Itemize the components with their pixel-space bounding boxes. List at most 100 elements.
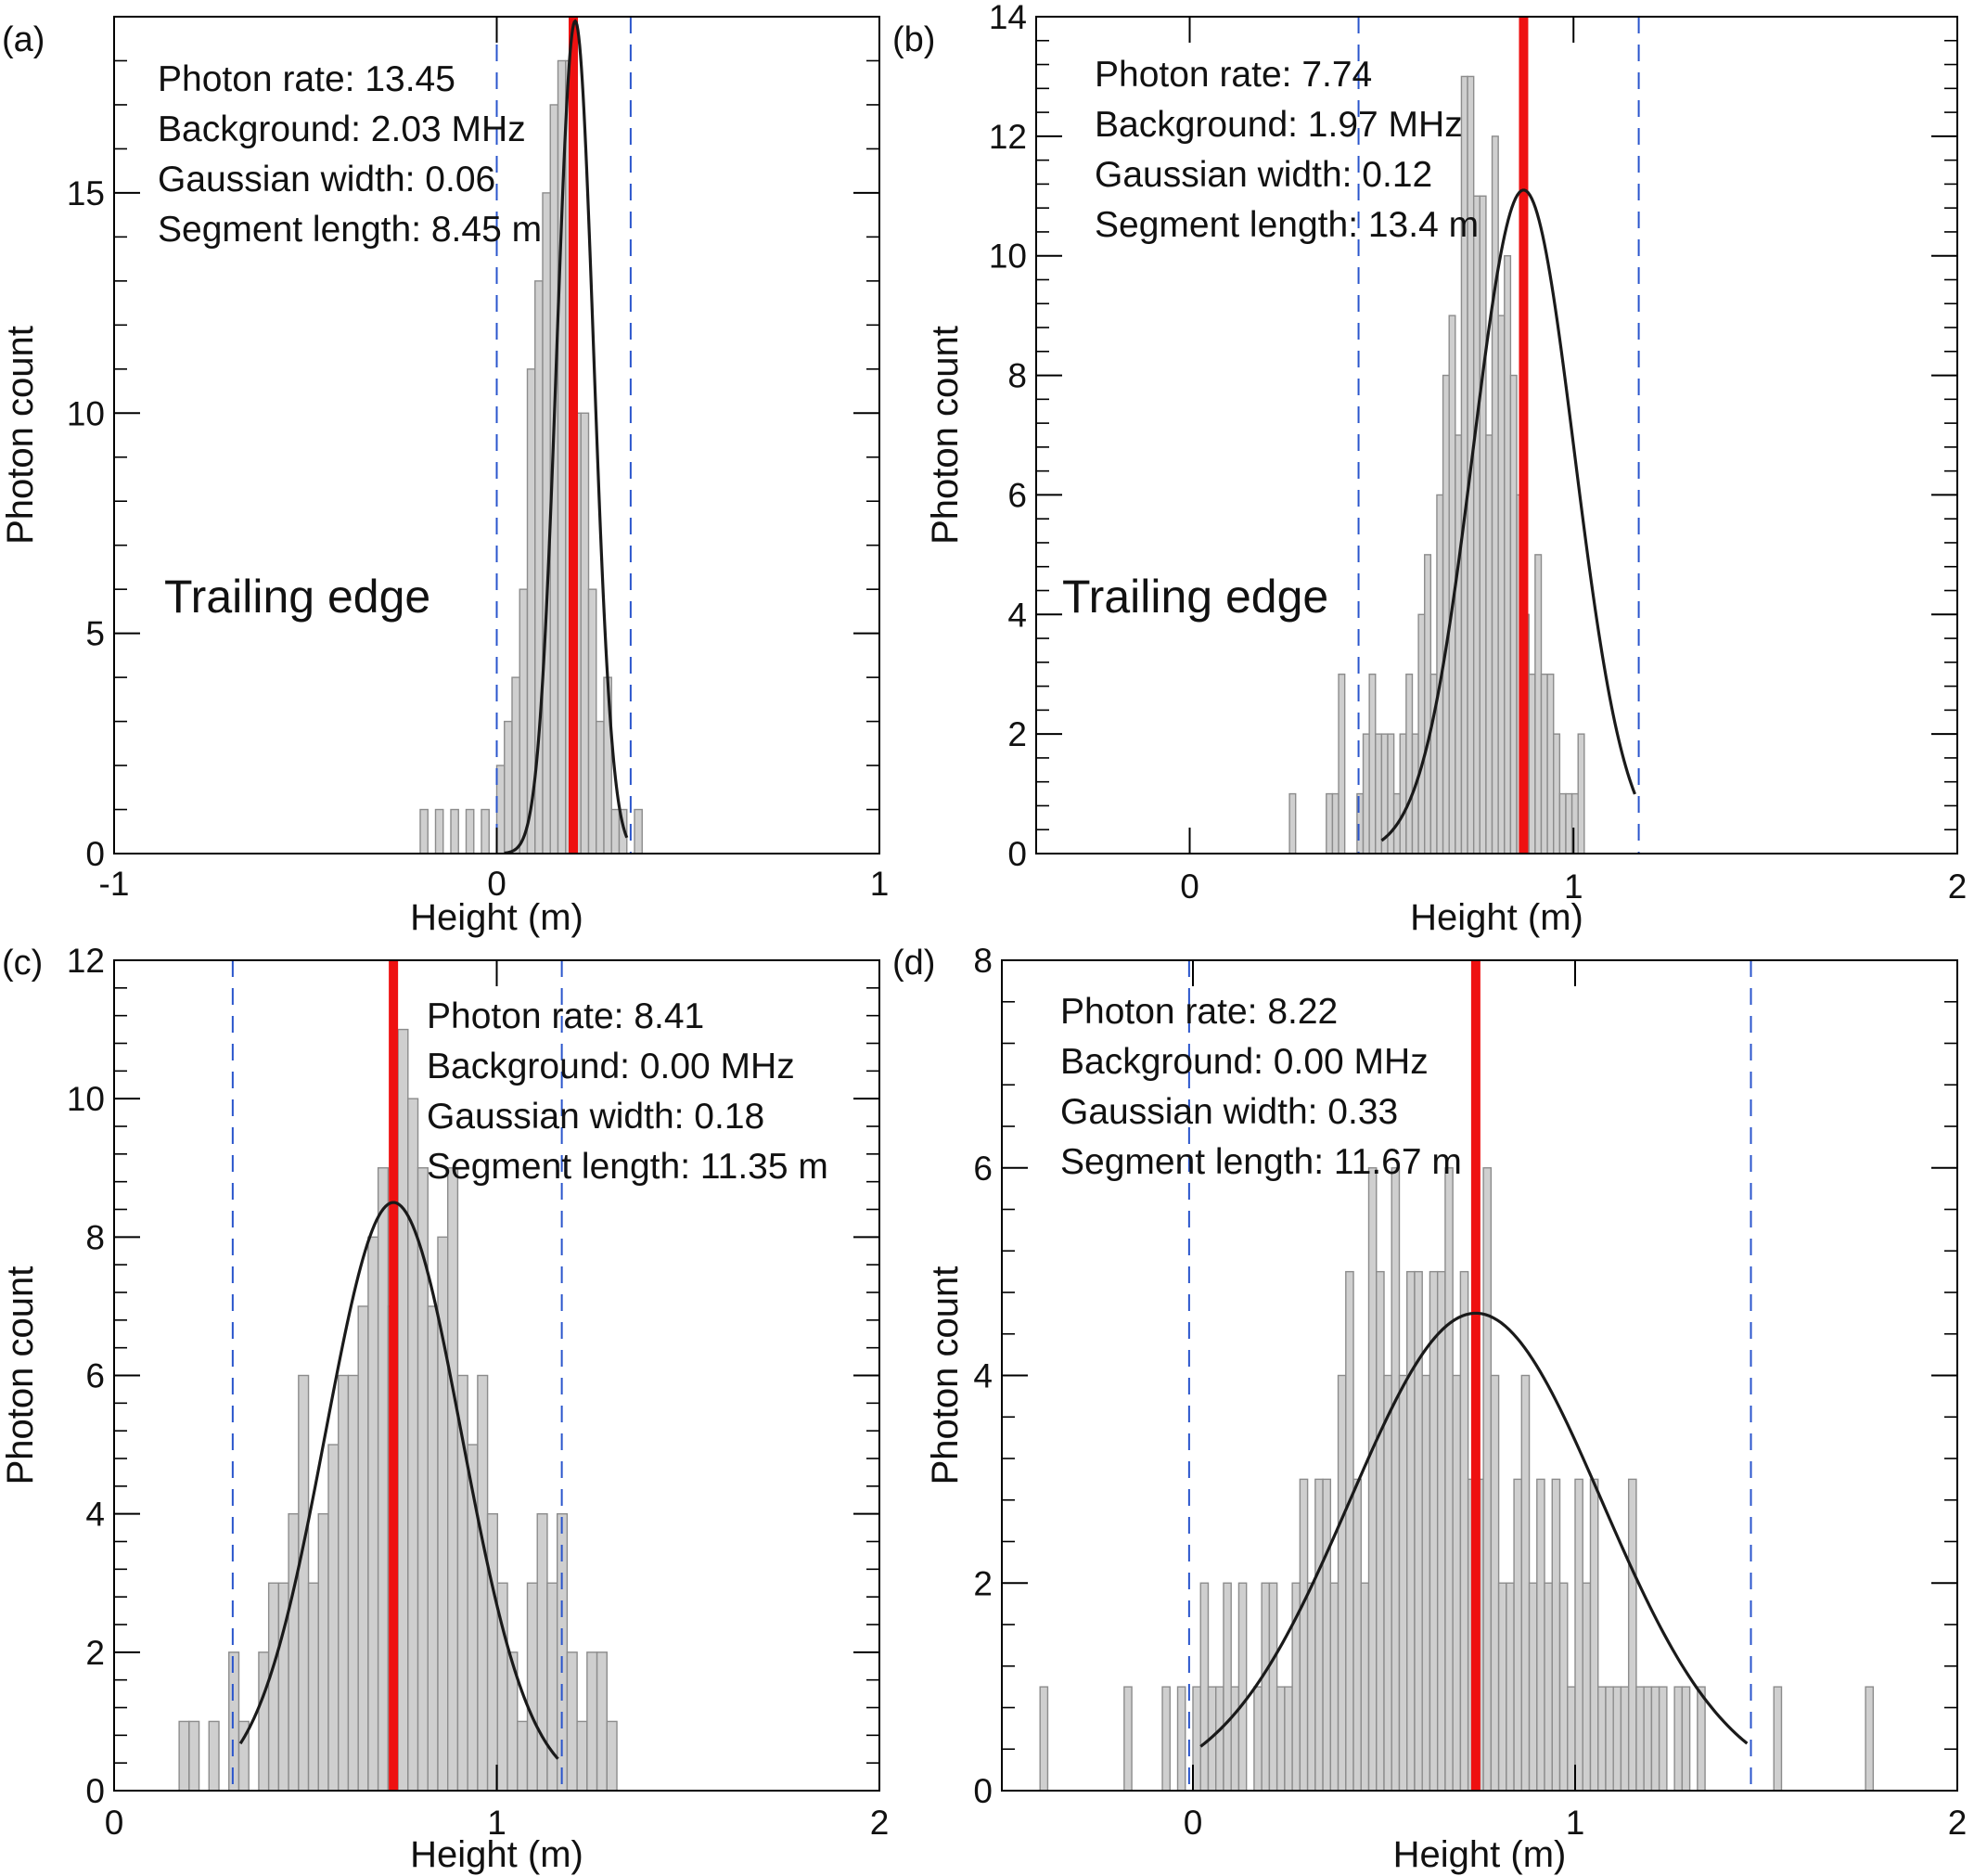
histogram-bar [1544,1582,1553,1792]
histogram-bar [596,720,605,854]
histogram-bar [1504,255,1512,854]
histogram-bar [347,1374,359,1792]
histogram-bar [495,765,506,854]
histogram-bar [1360,1582,1370,1792]
histogram-bar [1405,674,1414,854]
histogram-bar [258,1651,270,1792]
histogram-bar [1161,1686,1171,1792]
histogram-bar [1865,1686,1875,1792]
histogram-bar [298,1374,310,1792]
y-tick-label: 0 [1007,835,1027,873]
histogram-bar [1491,135,1499,854]
histogram-bar [327,1444,340,1792]
y-tick-label: 12 [989,118,1027,156]
info-line: Segment length: 8.45 m [158,210,542,250]
x-tick-label: 1 [1566,1804,1585,1842]
histogram-bar [1223,1582,1232,1792]
gaussian-fit-curve [1380,188,1636,842]
histogram-bar [1436,1270,1446,1792]
x-tick-label: -1 [99,865,130,903]
histogram-bar [1513,1478,1523,1792]
histogram-bar [1429,1270,1439,1792]
y-tick-label: 2 [973,1564,993,1602]
histogram-bar [450,808,459,854]
info-line: Gaussian width: 0.33 [1060,1092,1398,1132]
info-line: Segment length: 11.67 m [1060,1142,1462,1182]
info-line: Photon rate: 13.45 [158,59,455,99]
histogram-bar [427,1305,439,1792]
histogram-bar [1650,1686,1660,1792]
histogram-bar [1460,75,1468,854]
x-tick-label: 0 [1180,867,1199,906]
x-tick-label: 1 [870,865,890,903]
histogram-bar [481,808,490,854]
histogram-bar [1399,733,1407,854]
histogram-bars [1039,1167,1875,1792]
histogram-bar [1509,374,1518,854]
x-tick-label: 2 [1948,1804,1968,1842]
histogram-bar [1414,1270,1423,1792]
histogram-bar [447,1167,459,1792]
x-tick-label: 0 [105,1804,124,1842]
y-tick-label: 4 [85,1496,105,1534]
histogram-bar [1577,733,1585,854]
histogram-bar [1551,1478,1561,1792]
histogram-bar [1230,1686,1240,1792]
histogram-bar [1452,1374,1462,1792]
histogram-bar [1424,554,1432,854]
histogram-bar [465,808,475,854]
histogram-bar [1643,1686,1653,1792]
x-axis-label: Height (m) [1393,1834,1567,1875]
histogram-bar [1039,1686,1049,1792]
histogram-bar [1612,1686,1622,1792]
y-tick-label: 6 [85,1357,105,1395]
histogram-bar [1558,1582,1569,1792]
histogram-bar [634,808,643,854]
histogram-bar [1215,1686,1224,1792]
info-line: Photon rate: 7.74 [1095,55,1372,95]
histogram-bar [1288,792,1297,854]
axes-frame [1035,16,1958,854]
histogram-bar [288,1512,300,1792]
histogram-bar [1536,1478,1545,1792]
histogram-bar [434,808,444,854]
histogram-bar [267,1582,280,1792]
histogram-bar [586,1651,598,1792]
info-line: Gaussian width: 0.18 [427,1097,764,1137]
histogram-bar [1375,733,1383,854]
histogram-bar [606,1720,618,1792]
info-line: Photon rate: 8.41 [427,996,704,1036]
gaussian-fit-curve [504,19,629,855]
histogram-bar [228,1651,240,1792]
histogram-bar [397,1028,409,1792]
histogram-bar [1635,1686,1645,1792]
histogram-bar [1534,554,1543,854]
y-axis-label: Photon count [925,326,966,545]
gaussian-fit-curve [1199,1311,1749,1748]
histogram-bar [1506,1582,1515,1792]
histogram-bar [1326,792,1334,854]
histogram-bar [357,1305,369,1792]
histogram-bar [1192,1686,1201,1792]
histogram-bar [1442,374,1450,854]
y-tick-label: 2 [85,1634,105,1672]
histogram-bar [596,1651,609,1792]
panel-tag: (d) [892,944,935,983]
histogram-bar [1322,1478,1332,1792]
histogram-bar [1485,434,1493,854]
y-tick-label: 6 [1007,476,1027,514]
histogram-bar [1368,674,1377,854]
histogram-bar [1337,1374,1347,1792]
histogram-bar [1376,1270,1385,1792]
histogram-bar [1275,1686,1286,1792]
x-tick-label: 1 [1564,867,1583,906]
histogram-bar [511,676,520,854]
histogram-bar [526,1582,538,1792]
y-tick-label: 2 [1007,715,1027,753]
gaussian-fit-curve [238,1201,559,1760]
y-tick-label: 6 [973,1150,993,1188]
info-line: Gaussian width: 0.06 [158,160,495,199]
x-tick-label: 0 [1184,1804,1203,1842]
histogram-bar [546,1582,558,1792]
